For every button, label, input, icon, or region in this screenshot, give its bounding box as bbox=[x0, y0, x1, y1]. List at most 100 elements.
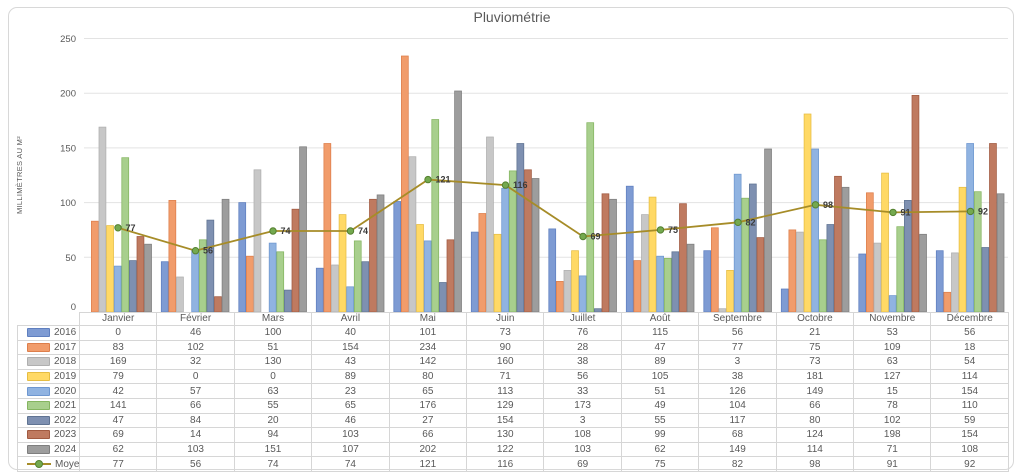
table-cell-2024-Mai: 202 bbox=[388, 441, 468, 458]
legend-cell: 2018 bbox=[17, 354, 80, 370]
table-cell-2022-Janvier: 47 bbox=[78, 412, 158, 429]
table-cell-2021-Mai: 176 bbox=[388, 397, 468, 414]
bar-2020-Février bbox=[191, 249, 199, 313]
bar-2024-Juin bbox=[531, 178, 540, 313]
bar-2017-Janvier bbox=[91, 220, 99, 313]
bar-2022-Mars bbox=[284, 289, 292, 313]
table-cell-2019-Avril: 89 bbox=[311, 368, 390, 385]
table-cell-2024-Novembre: 71 bbox=[853, 441, 932, 458]
table-cell-2016-Avril: 40 bbox=[311, 325, 390, 341]
bar-2021-Janvier bbox=[121, 157, 130, 313]
bar-2020-Septembre bbox=[733, 173, 742, 313]
bar-2023-Juillet bbox=[601, 193, 610, 313]
table-row-2019: 2019 79 0 0 89 80 71 56 105 38 181 127 114 bbox=[17, 368, 1009, 385]
table-cell-2021-Octobre: 66 bbox=[775, 397, 855, 414]
bar-2020-Décembre bbox=[966, 143, 974, 313]
bar-2022-Décembre bbox=[981, 247, 990, 313]
bar-2020-Avril bbox=[346, 286, 354, 313]
table-cell-2016-Mai: 101 bbox=[388, 325, 468, 341]
bar-2016-Novembre bbox=[858, 253, 867, 313]
table-cell-2017-Mai: 234 bbox=[388, 339, 468, 356]
legend-label: 2017 bbox=[54, 341, 77, 353]
table-header-cell: Août bbox=[620, 312, 700, 326]
bar-2024-Septembre bbox=[764, 148, 772, 313]
table-header-row: Janvier Février Mars Avril Mai Juin Juillet Aoû… bbox=[17, 312, 1009, 326]
table-cell-2022-Juin: 154 bbox=[466, 412, 545, 429]
table-cell-2018-Juin: 160 bbox=[466, 354, 545, 370]
legend-swatch bbox=[27, 401, 50, 411]
table-cell-2018-Août: 89 bbox=[620, 354, 700, 370]
bar-2016-Juillet bbox=[548, 228, 557, 313]
table-cell-2018-Mai: 142 bbox=[388, 354, 468, 370]
moyenne-data-label: 91 bbox=[901, 207, 911, 217]
table-cell-2023-Mai: 66 bbox=[388, 427, 468, 443]
bar-2019-Mai bbox=[416, 224, 424, 313]
table-cell-2023-Décembre: 154 bbox=[930, 427, 1009, 443]
bar-2023-Juin bbox=[524, 169, 532, 313]
table-cell-2024-Juillet: 103 bbox=[543, 441, 622, 458]
bar-2024-Octobre bbox=[841, 186, 850, 313]
bar-2023-Mai bbox=[446, 239, 455, 313]
table-cell-2021-Septembre: 104 bbox=[698, 397, 777, 414]
table-cell-2017-Décembre: 18 bbox=[930, 339, 1009, 356]
table-cell-2019-Juin: 71 bbox=[466, 368, 545, 385]
table-cell-2018-Mars: 130 bbox=[233, 354, 313, 370]
bar-2020-Octobre bbox=[811, 148, 819, 313]
table-cell-2017-Janvier: 83 bbox=[78, 339, 158, 356]
bar-2017-Août bbox=[633, 260, 642, 313]
table-cell-2022-Mars: 20 bbox=[233, 412, 313, 429]
table-cell-Moyenne-Janvier: 77 bbox=[78, 456, 158, 472]
table-cell-Moyenne-Août: 75 bbox=[620, 456, 700, 472]
table-cell-2022-Octobre: 80 bbox=[775, 412, 855, 429]
table-cell-Moyenne-Février: 56 bbox=[156, 456, 235, 472]
table-cell-2023-Novembre: 198 bbox=[853, 427, 932, 443]
table-cell-2016-Novembre: 53 bbox=[853, 325, 932, 341]
table-cell-2018-Novembre: 63 bbox=[853, 354, 932, 370]
moyenne-marker-Août bbox=[656, 226, 665, 234]
bar-2018-Mars bbox=[253, 169, 262, 313]
table-cell-Moyenne-Novembre: 91 bbox=[853, 456, 932, 472]
moyenne-marker-Novembre bbox=[889, 208, 897, 217]
table-cell-2020-Février: 57 bbox=[156, 383, 235, 399]
table-cell-2017-Novembre: 109 bbox=[853, 339, 932, 356]
bar-2021-Mai bbox=[431, 119, 440, 313]
bar-2017-Octobre bbox=[788, 229, 797, 313]
table-cell-2024-Juin: 122 bbox=[466, 441, 545, 458]
table-row-2017: 2017 83 102 51 154 234 90 28 47 77 75 109 18 bbox=[17, 339, 1009, 356]
table-cell-2021-Avril: 65 bbox=[311, 397, 390, 414]
bar-2023-Mars bbox=[291, 208, 300, 313]
bar-2016-Avril bbox=[315, 267, 324, 313]
table-cell-2024-Février: 103 bbox=[156, 441, 235, 458]
table-cell-2018-Juillet: 38 bbox=[543, 354, 622, 370]
moyenne-data-label: 116 bbox=[513, 180, 528, 190]
bar-2016-Mars bbox=[238, 202, 247, 313]
legend-cell: 2023 bbox=[17, 427, 80, 443]
table-header-cell: Juillet bbox=[543, 312, 622, 326]
legend-label: 2022 bbox=[54, 414, 77, 426]
table-cell-2024-Août: 62 bbox=[620, 441, 700, 458]
legend-swatch bbox=[27, 342, 50, 352]
legend-swatch bbox=[27, 328, 50, 338]
bar-2023-Août bbox=[679, 203, 687, 313]
table-cell-2022-Septembre: 117 bbox=[698, 412, 777, 429]
bar-2020-Janvier bbox=[113, 265, 122, 313]
moyenne-data-label: 92 bbox=[978, 206, 988, 216]
bar-2023-Décembre bbox=[989, 143, 997, 313]
table-cell-2019-Décembre: 114 bbox=[930, 368, 1009, 385]
table-cell-2017-Octobre: 75 bbox=[775, 339, 855, 356]
table-cell-2017-Juin: 90 bbox=[466, 339, 545, 356]
table-cell-2019-Juillet: 56 bbox=[543, 368, 622, 385]
bar-2022-Février bbox=[206, 219, 215, 313]
bar-2020-Novembre bbox=[888, 295, 897, 313]
table-header-cell: Septembre bbox=[698, 312, 777, 326]
table-cell-2017-Février: 102 bbox=[156, 339, 235, 356]
table-cell-2021-Juin: 129 bbox=[466, 397, 545, 414]
table-cell-2023-Janvier: 69 bbox=[78, 427, 158, 443]
bar-2020-Août bbox=[656, 255, 664, 313]
table-cell-2019-Novembre: 127 bbox=[853, 368, 932, 385]
y-tick-label: 0 bbox=[71, 302, 76, 313]
bar-2023-Septembre bbox=[756, 237, 765, 313]
bar-2022-Septembre bbox=[749, 183, 757, 313]
table-cell-2021-Novembre: 78 bbox=[853, 397, 932, 414]
